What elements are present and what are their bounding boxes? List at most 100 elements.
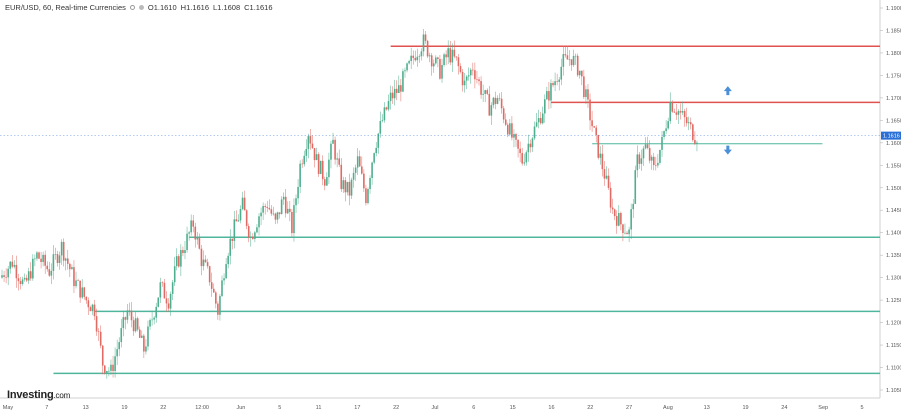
candle-body bbox=[583, 76, 585, 98]
candle-body bbox=[128, 310, 131, 311]
candle-body bbox=[659, 149, 661, 163]
candle-body bbox=[243, 197, 246, 211]
time-tick-label: 11 bbox=[316, 405, 322, 411]
candle-body bbox=[256, 227, 258, 233]
candle-body bbox=[451, 49, 454, 63]
candle-body bbox=[636, 154, 639, 171]
candle-body bbox=[439, 59, 441, 79]
candle-body bbox=[299, 163, 301, 187]
time-tick-label: 24 bbox=[781, 405, 787, 411]
candle-body bbox=[29, 271, 32, 279]
candle-body bbox=[266, 206, 269, 208]
interval-dot-icon[interactable] bbox=[129, 5, 135, 10]
candle-body bbox=[677, 111, 680, 115]
time-tick-label: 22 bbox=[160, 405, 166, 411]
candle-body bbox=[97, 331, 100, 333]
last-price-marker: 1.1616 bbox=[0, 131, 901, 140]
candle-body bbox=[85, 296, 88, 301]
candle-body bbox=[432, 63, 435, 67]
candle-body bbox=[317, 154, 320, 174]
candle-body bbox=[101, 345, 104, 366]
visibility-icon[interactable] bbox=[138, 5, 144, 10]
candle-body bbox=[365, 188, 367, 204]
arrow-down-icon bbox=[723, 145, 732, 155]
candle-body bbox=[19, 281, 22, 284]
candle-body bbox=[120, 328, 123, 343]
candle-body bbox=[531, 138, 534, 148]
time-axis[interactable]: May 7 13 19 22 12:00 Jun 5 11 17 22 Jul 6 15 16 22 27 Aug… bbox=[3, 405, 864, 411]
candle-body bbox=[414, 57, 417, 61]
time-tick-label: 27 bbox=[626, 405, 632, 411]
candle-body bbox=[527, 143, 530, 153]
time-tick-label: Jul bbox=[431, 405, 438, 411]
candle-body bbox=[381, 120, 384, 121]
candle-body bbox=[482, 93, 484, 95]
candle-body bbox=[332, 139, 334, 144]
candle-body bbox=[350, 179, 353, 196]
candle-body bbox=[535, 122, 538, 127]
price-tick-label: 1.1900 bbox=[886, 6, 901, 12]
candlestick-series bbox=[1, 29, 698, 379]
candle-body bbox=[474, 70, 476, 80]
candle-body bbox=[515, 134, 517, 140]
candle-body bbox=[457, 57, 460, 67]
candle-body bbox=[319, 160, 322, 174]
time-tick-label: 7 bbox=[45, 405, 48, 411]
candle-body bbox=[93, 304, 96, 317]
candle-body bbox=[459, 66, 462, 72]
candle-body bbox=[667, 121, 669, 129]
candle-body bbox=[69, 263, 71, 270]
candle-body bbox=[578, 70, 581, 76]
candle-body bbox=[367, 189, 369, 204]
time-tick-label: 12:00 bbox=[195, 405, 209, 411]
candle-body bbox=[455, 56, 458, 58]
chart-grid bbox=[0, 0, 881, 399]
candle-body bbox=[284, 196, 287, 214]
candle-body bbox=[23, 277, 26, 280]
candle-body bbox=[7, 268, 9, 278]
candle-body bbox=[546, 91, 548, 100]
candle-body bbox=[64, 258, 67, 261]
candle-body bbox=[587, 89, 589, 100]
candle-body bbox=[344, 180, 347, 193]
candle-body bbox=[385, 107, 388, 110]
candle-body bbox=[420, 51, 423, 57]
candle-body bbox=[136, 318, 139, 330]
candle-body bbox=[293, 205, 295, 234]
price-tick-label: 1.1500 bbox=[886, 186, 901, 192]
candle-body bbox=[435, 57, 437, 64]
candle-body bbox=[342, 180, 345, 190]
candle-body bbox=[178, 256, 180, 267]
candle-body bbox=[389, 92, 392, 102]
candle-body bbox=[108, 370, 110, 372]
candle-body bbox=[361, 166, 363, 174]
candle-body bbox=[634, 170, 637, 204]
candle-body bbox=[81, 287, 83, 298]
candle-body bbox=[554, 81, 556, 86]
candle-body bbox=[153, 317, 155, 320]
candle-body bbox=[161, 282, 164, 283]
time-tick-label: Sep bbox=[818, 405, 828, 411]
candle-body bbox=[309, 136, 312, 144]
candle-body bbox=[3, 275, 5, 278]
candle-body bbox=[665, 128, 667, 132]
symbol-title[interactable]: EUR/USD, 60, Real-time Currencies bbox=[5, 3, 126, 12]
candle-body bbox=[632, 203, 635, 210]
candle-body bbox=[548, 91, 550, 101]
candle-body bbox=[141, 335, 143, 338]
candle-body bbox=[410, 55, 412, 62]
candle-body bbox=[581, 70, 583, 77]
candle-body bbox=[73, 267, 75, 287]
candle-body bbox=[200, 248, 203, 267]
candle-body bbox=[441, 65, 443, 79]
candle-body bbox=[550, 83, 552, 101]
candle-body bbox=[486, 90, 489, 94]
price-axis[interactable]: 1.1900 1.1850 1.1800 1.1750 1.1700 1.1650 1.16… bbox=[880, 6, 901, 394]
candle-body bbox=[352, 172, 355, 180]
time-tick-label: Aug bbox=[663, 405, 673, 411]
candle-body bbox=[338, 158, 340, 165]
candle-body bbox=[305, 148, 308, 156]
candle-body bbox=[424, 34, 427, 41]
candle-body bbox=[44, 254, 46, 266]
